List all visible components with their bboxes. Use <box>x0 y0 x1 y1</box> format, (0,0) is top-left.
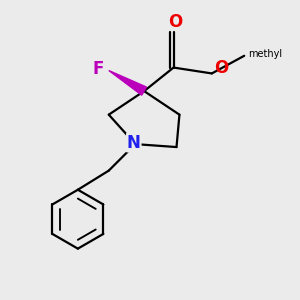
Text: methyl: methyl <box>248 49 282 59</box>
Polygon shape <box>109 70 146 95</box>
Text: N: N <box>127 134 141 152</box>
Text: O: O <box>214 59 228 77</box>
Text: F: F <box>92 60 103 78</box>
Text: O: O <box>168 13 182 31</box>
